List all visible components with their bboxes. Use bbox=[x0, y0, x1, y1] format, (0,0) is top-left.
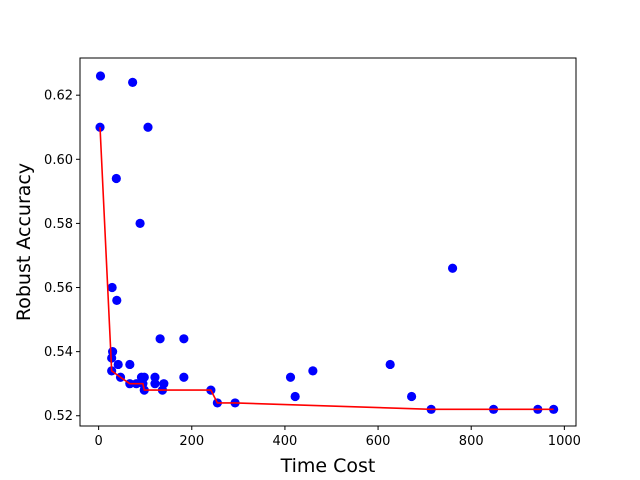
x-tick-label: 200 bbox=[179, 434, 204, 449]
y-tick-label: 0.62 bbox=[44, 89, 73, 104]
pareto-front-line bbox=[99, 127, 554, 411]
y-tick-label: 0.54 bbox=[44, 345, 73, 360]
scatter-point bbox=[111, 173, 121, 184]
x-tick-label: 0 bbox=[94, 434, 102, 449]
scatter-point bbox=[150, 372, 160, 382]
scatter-point bbox=[112, 295, 122, 305]
scatter-point bbox=[308, 366, 318, 376]
scatter-point bbox=[285, 372, 296, 382]
scatter-point bbox=[385, 359, 395, 370]
scatter-point bbox=[290, 391, 300, 402]
x-axis-label: Time Cost bbox=[280, 455, 376, 477]
y-axis-label: Robust Accuracy bbox=[13, 163, 35, 321]
x-tick-label: 1000 bbox=[548, 434, 581, 449]
scatter-point bbox=[406, 391, 417, 402]
scatter-point bbox=[179, 334, 189, 344]
x-axis: 0 200 400 600 800 1000 bbox=[94, 426, 581, 449]
scatter-point bbox=[95, 71, 106, 81]
x-tick-label: 600 bbox=[366, 434, 391, 449]
x-tick-label: 400 bbox=[273, 434, 298, 449]
y-tick-label: 0.60 bbox=[44, 153, 73, 168]
scatter-point bbox=[447, 263, 458, 273]
scatter-point bbox=[128, 77, 138, 87]
y-axis: 0.52 0.54 0.56 0.58 0.60 0.62 bbox=[44, 89, 80, 424]
scatter-point bbox=[125, 359, 135, 370]
scatter-point bbox=[135, 218, 145, 229]
scatter-point bbox=[179, 372, 189, 382]
scatter-point bbox=[150, 379, 160, 389]
axes-frame bbox=[79, 57, 577, 427]
x-tick-label: 800 bbox=[459, 434, 484, 449]
y-tick-label: 0.58 bbox=[44, 217, 73, 232]
scatter-point bbox=[143, 122, 153, 132]
plot-area bbox=[95, 71, 559, 414]
scatter-point bbox=[113, 359, 123, 370]
y-tick-label: 0.52 bbox=[44, 409, 73, 424]
scatter-point bbox=[155, 334, 165, 344]
scatter-point bbox=[107, 282, 117, 293]
y-tick-label: 0.56 bbox=[44, 281, 73, 296]
